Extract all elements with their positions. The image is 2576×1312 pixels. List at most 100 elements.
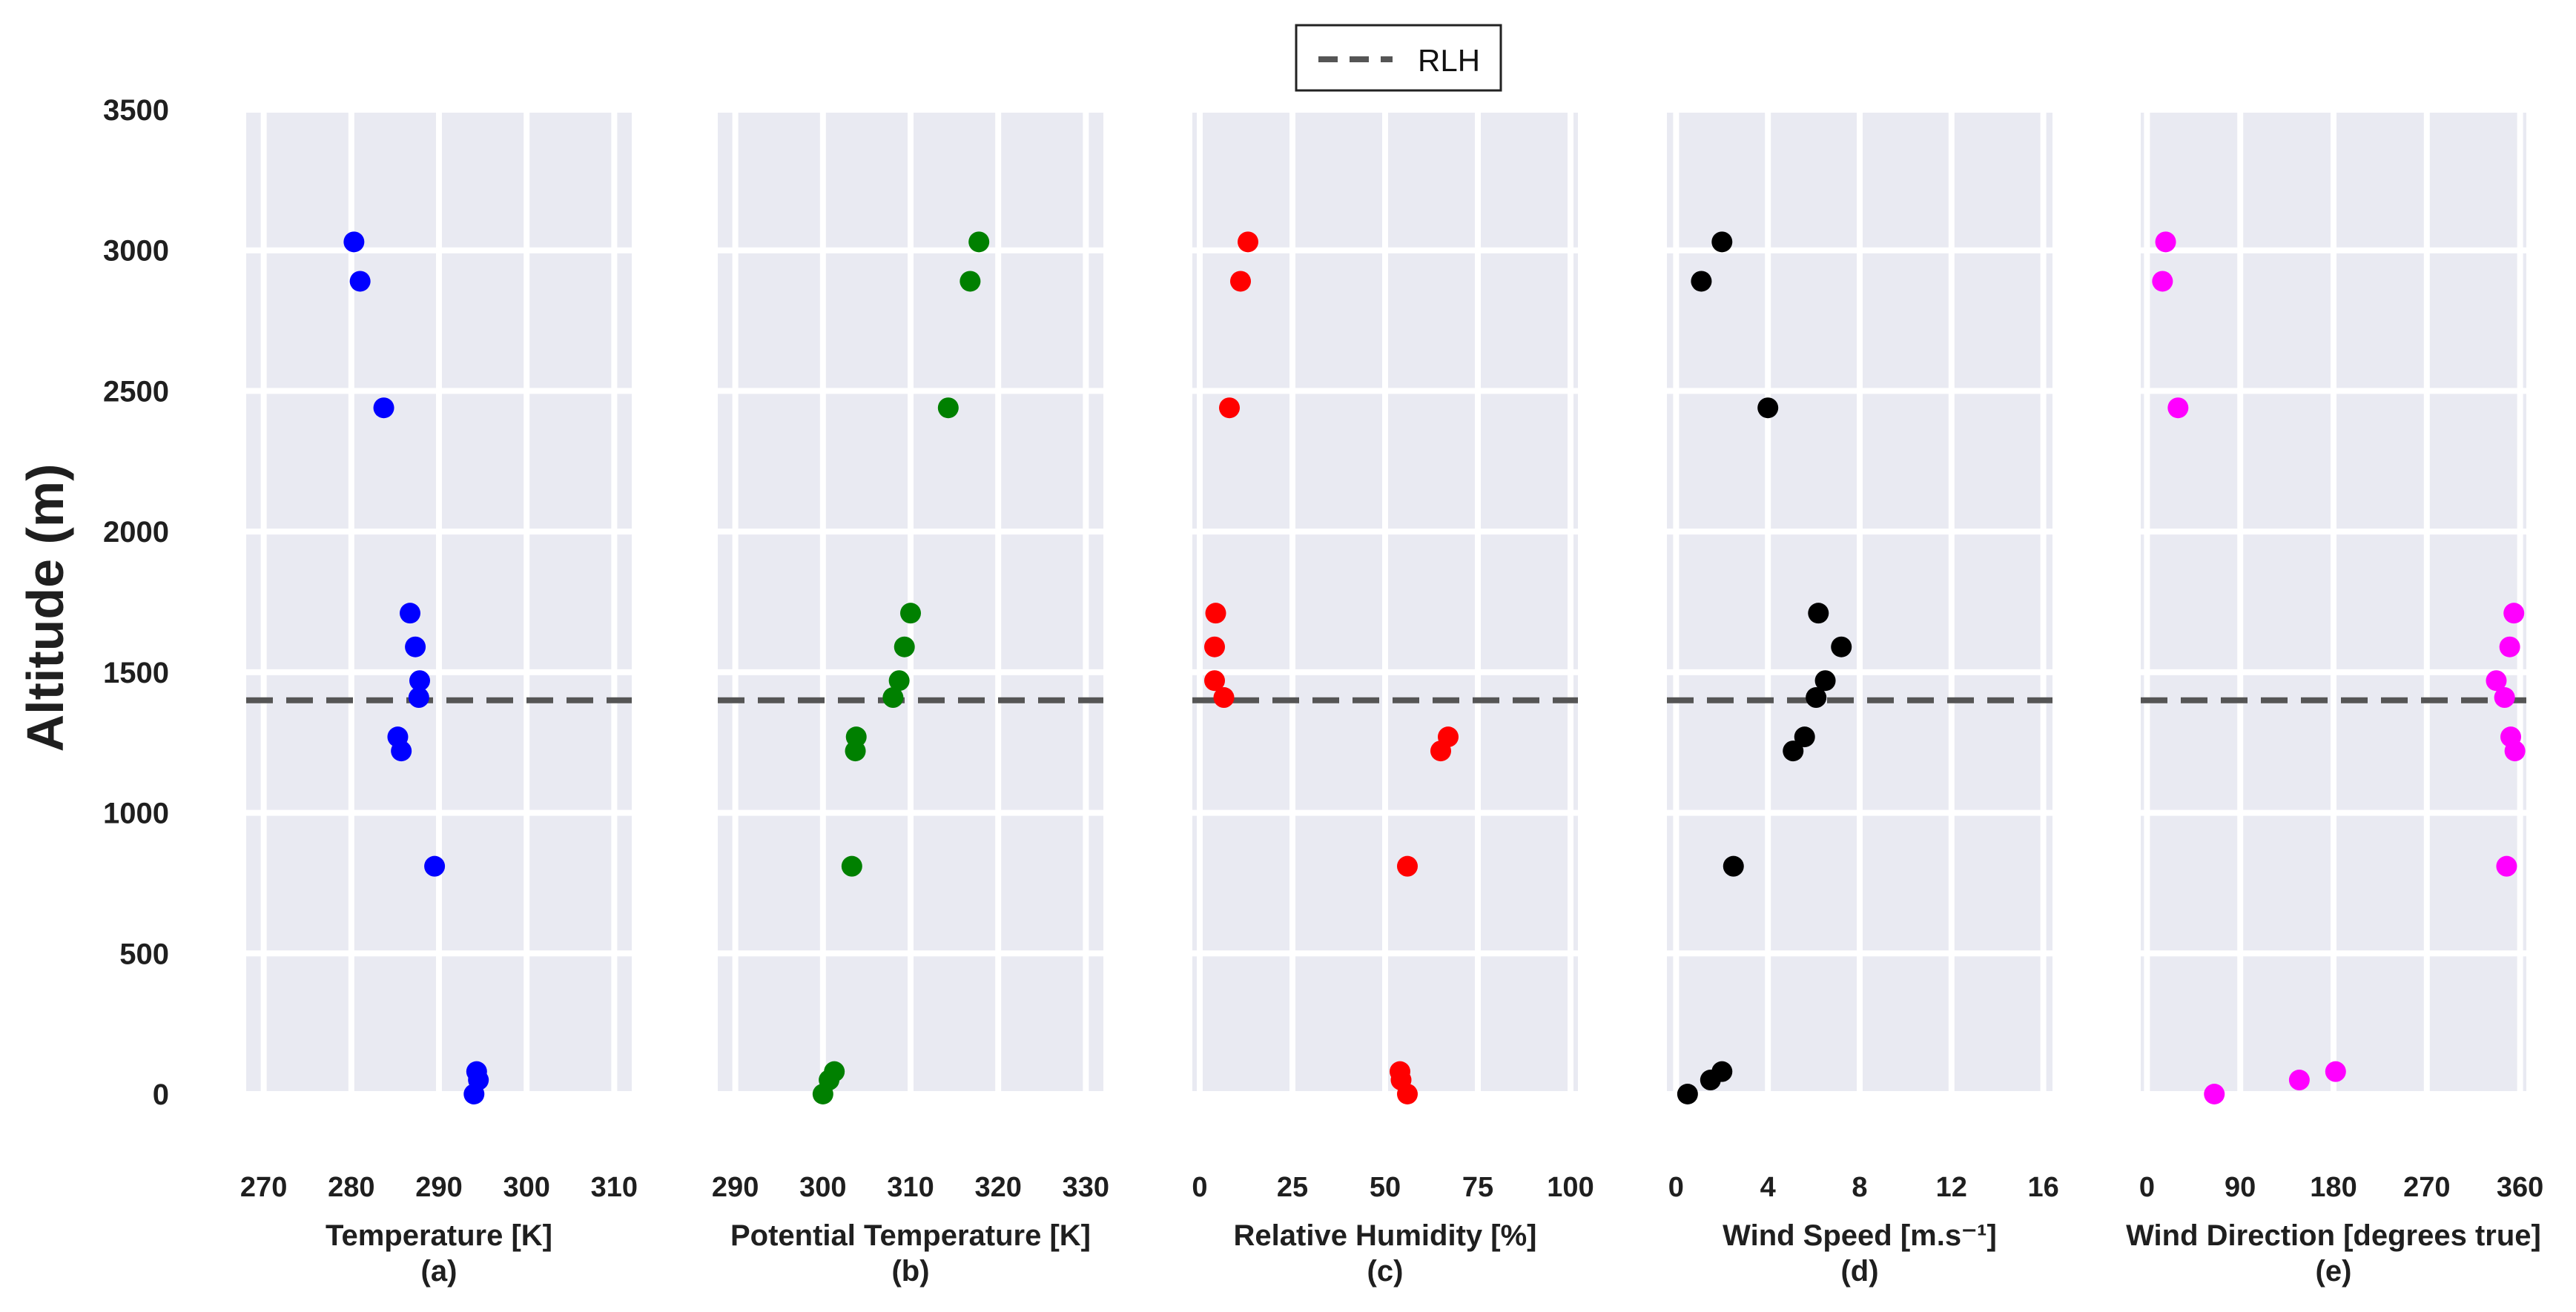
panel-e-point-6 [2494,687,2515,709]
panel-d-point-0 [1677,1084,1698,1104]
panel-d-point-11 [1691,271,1712,292]
y-tick-label-1000: 1000 [103,798,169,830]
panel-d-point-4 [1783,741,1804,762]
panel-c-point-5 [1438,726,1459,748]
panel-c-point-11 [1230,271,1251,292]
panel-a-point-7 [409,670,430,692]
legend-rlh-label: RLH [1418,43,1480,78]
panel-d: 0 4 8 12 16 Wind Speed [m.s⁻¹](d) [1667,107,2059,1288]
y-tick-label-2000: 2000 [103,516,169,549]
panel-e-point-2 [2325,1061,2346,1082]
panel-d-point-8 [1831,636,1852,657]
panel-b-point-10 [937,397,959,419]
panel-a-point-6 [408,687,429,709]
panel-c-point-6 [1213,687,1235,709]
panel-d-sublabel: (d) [1840,1255,1878,1288]
panel-c-point-8 [1204,636,1225,657]
panel-b-point-12 [968,231,990,253]
y-axis-label: Altitude (m) [16,464,74,752]
panel-a-point-5 [387,726,409,748]
panel-b-x-tick-label-320: 320 [974,1172,1021,1203]
panel-a: 270 280 290 300 310 Temperature [K](a) [240,107,638,1288]
panel-a-point-10 [373,397,394,419]
panel-e-x-tick-label-90: 90 [2225,1172,2256,1203]
panel-e-x-tick-label-0: 0 [2139,1172,2155,1203]
panel-d-point-3 [1723,855,1744,877]
y-tick-label-2500: 2500 [103,375,169,408]
panel-b-point-7 [888,670,910,692]
panel-d-x-tick-label-0: 0 [1668,1172,1684,1203]
panel-b-sublabel: (b) [891,1255,929,1288]
panels-layer: 270 280 290 300 310 Temperature [K](a) 290 300 3… [240,107,2543,1288]
panel-b-point-2 [824,1061,845,1082]
panel-b-x-tick-label-300: 300 [799,1172,846,1203]
panel-d-point-5 [1794,726,1815,748]
panel-d-x-tick-label-8: 8 [1852,1172,1867,1203]
panel-e-point-11 [2152,271,2173,292]
panel-d-point-2 [1711,1061,1733,1082]
panel-a-x-tick-label-300: 300 [503,1172,549,1203]
panel-e-point-1 [2288,1070,2310,1091]
panel-e-point-9 [2503,603,2525,624]
panel-c-point-12 [1238,231,1258,253]
panel-e-point-10 [2167,397,2189,419]
panel-e-point-3 [2496,855,2517,877]
panel-a-point-3 [424,855,446,877]
panel-c-point-3 [1397,855,1418,877]
panel-c-x-tick-label-50: 50 [1370,1172,1401,1203]
panel-e-sublabel: (e) [2316,1255,2352,1288]
y-tick-label-1500: 1500 [103,657,169,689]
panel-b-point-9 [900,603,921,624]
panel-d-point-10 [1757,397,1779,419]
panel-e-point-0 [2204,1084,2225,1104]
panel-d-point-9 [1808,603,1829,624]
panel-d-x-axis-label: Wind Speed [m.s⁻¹] [1723,1219,1997,1252]
panel-e-x-tick-label-360: 360 [2497,1172,2543,1203]
panel-a-sublabel: (a) [421,1255,458,1288]
panel-b: 290 300 310 320 330 Potential Temperature [K]… [712,107,1109,1288]
panel-a-x-tick-label-290: 290 [415,1172,462,1203]
panel-c-x-tick-label-100: 100 [1547,1172,1594,1203]
panel-d-x-tick-label-16: 16 [2027,1172,2058,1203]
panel-b-x-tick-label-310: 310 [887,1172,934,1203]
panel-b-point-5 [845,726,867,748]
panel-c-sublabel: (c) [1367,1255,1404,1288]
panel-e-x-axis-label: Wind Direction [degrees true] [2126,1219,2541,1252]
panel-a-x-tick-label-270: 270 [240,1172,287,1203]
panel-c-x-axis-label: Relative Humidity [%] [1234,1219,1537,1252]
panel-e-x-tick-label-270: 270 [2403,1172,2450,1203]
panel-a-x-tick-label-280: 280 [328,1172,374,1203]
panel-a-point-9 [400,603,420,624]
panel-c-point-10 [1219,397,1240,419]
panel-d-x-tick-label-4: 4 [1760,1172,1776,1203]
panel-c-point-7 [1204,670,1225,692]
panel-a-point-11 [349,271,371,292]
y-tick-label-0: 0 [153,1079,169,1111]
y-tick-label-3000: 3000 [103,235,169,268]
panel-e-point-12 [2155,231,2176,253]
panel-a-point-12 [343,231,365,253]
panel-e-point-8 [2499,636,2520,657]
panel-c-x-tick-label-0: 0 [1192,1172,1207,1203]
panel-b-point-6 [882,687,904,709]
panel-b-x-axis-label: Potential Temperature [K] [730,1219,1091,1252]
panel-e-x-tick-label-180: 180 [2310,1172,2357,1203]
panel-b-point-11 [960,271,981,292]
y-tick-label-3500: 3500 [103,94,169,127]
panel-c-point-9 [1205,603,1226,624]
y-axis: 0 500 1000 1500 2000 2500 3000 3500 [103,94,169,1111]
y-tick-label-500: 500 [119,938,169,970]
panel-c-point-2 [1390,1061,1410,1082]
panel-a-x-tick-label-310: 310 [591,1172,638,1203]
panel-c-x-tick-label-25: 25 [1277,1172,1308,1203]
panel-d-x-tick-label-12: 12 [1936,1172,1967,1203]
panel-a-point-2 [466,1061,487,1082]
panel-b-point-3 [841,855,862,877]
panel-e-point-7 [2486,670,2507,692]
panel-b-point-8 [894,636,915,657]
panel-c-x-tick-label-75: 75 [1462,1172,1493,1203]
panel-d-point-12 [1711,231,1733,253]
panel-c: 0 25 50 75 100 Relative Humidity [%](c) [1192,107,1594,1288]
panel-d-point-7 [1814,670,1836,692]
